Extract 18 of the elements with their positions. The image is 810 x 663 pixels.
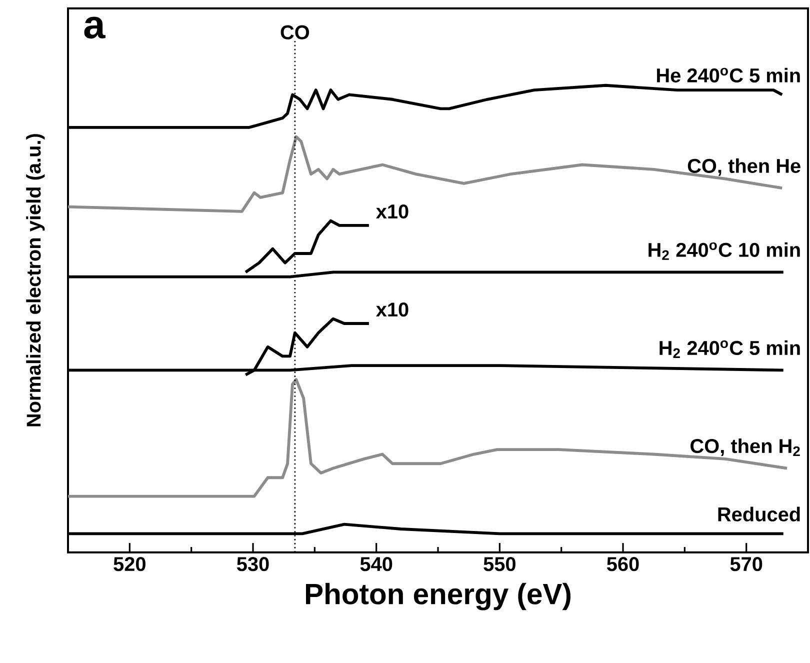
x-tick-label: 520 [114, 557, 146, 572]
series-label: x10 [376, 204, 408, 219]
y-axis-title: Normalized electron yield (a.u.) [26, 134, 45, 426]
x-axis-title: Photon energy (eV) [306, 582, 570, 610]
series-label: H$_{2}$ 240$^{o}$C 5 min [660, 340, 800, 358]
x-tick-label: 540 [360, 557, 392, 572]
text: a [84, 16, 106, 39]
series-label: Reduced [718, 506, 800, 522]
series-label: He 240$^{o}$C 5 min [657, 68, 800, 82]
ref-line-label: CO [280, 25, 310, 40]
series-label: x10 [376, 302, 408, 317]
x-tick-label: 570 [730, 557, 762, 572]
series-label: H$_{2}$ 240$^{o}$C 10 min [648, 242, 800, 260]
series-label: CO, then He [688, 158, 800, 176]
x-tick-label: 530 [236, 557, 269, 572]
x-tick-label: 550 [484, 557, 516, 572]
x-tick-label: 560 [606, 557, 639, 572]
series-label: CO, then H$_{2}$ [690, 438, 800, 456]
